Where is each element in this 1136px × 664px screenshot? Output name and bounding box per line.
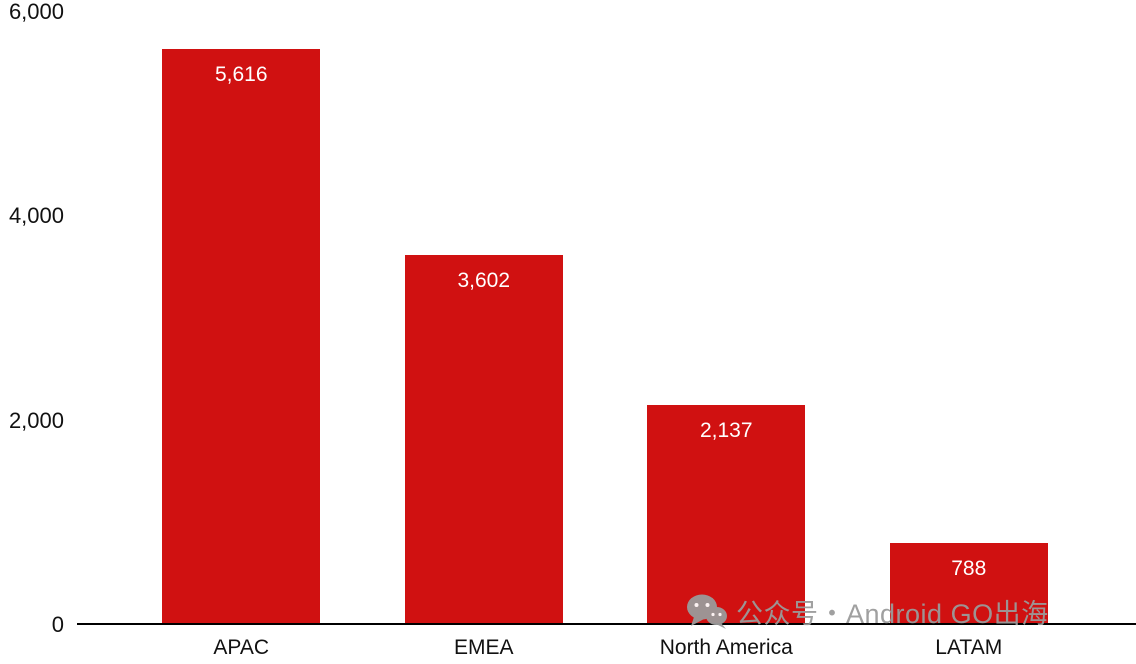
bar-latam: 788 [889,542,1048,623]
category-label: North America [659,636,793,659]
y-axis-tick-label: 4,000 [8,203,64,229]
category-label: LATAM [935,636,1003,659]
y-axis-tick-label: 2,000 [8,407,64,433]
bar-value-label: 5,616 [214,63,268,87]
category-label: EMEA [453,636,514,659]
bar-slot: 3,602 [363,0,606,623]
bars: 5,616 3,602 2,137 788 [120,0,1090,623]
bar-north-america: 2,137 [647,404,806,623]
bar-value-label: 788 [951,556,987,580]
watermark: 公众号・Android GO出海 [686,592,1049,631]
bar-slot: 5,616 [120,0,363,623]
category-labels: APAC EMEA North America LATAM [120,636,1090,660]
bar-value-label: 3,602 [457,269,511,292]
y-axis-tick-label: 0 [51,612,64,637]
category-label: APAC [213,636,270,659]
bar-slot: 2,137 [605,0,848,623]
x-axis-line [77,623,1136,625]
bar-emea: 3,602 [404,255,563,623]
bar-slot: 788 [848,0,1091,623]
bar-value-label: 2,137 [699,418,753,442]
y-axis-tick-label: 6,000 [8,0,64,24]
bar-apac: 5,616 [162,49,321,623]
watermark-text: 公众号・Android GO出海 [736,599,1049,629]
y-axis: 0 2,000 4,000 6,000 [0,0,66,664]
wechat-icon [687,594,727,629]
